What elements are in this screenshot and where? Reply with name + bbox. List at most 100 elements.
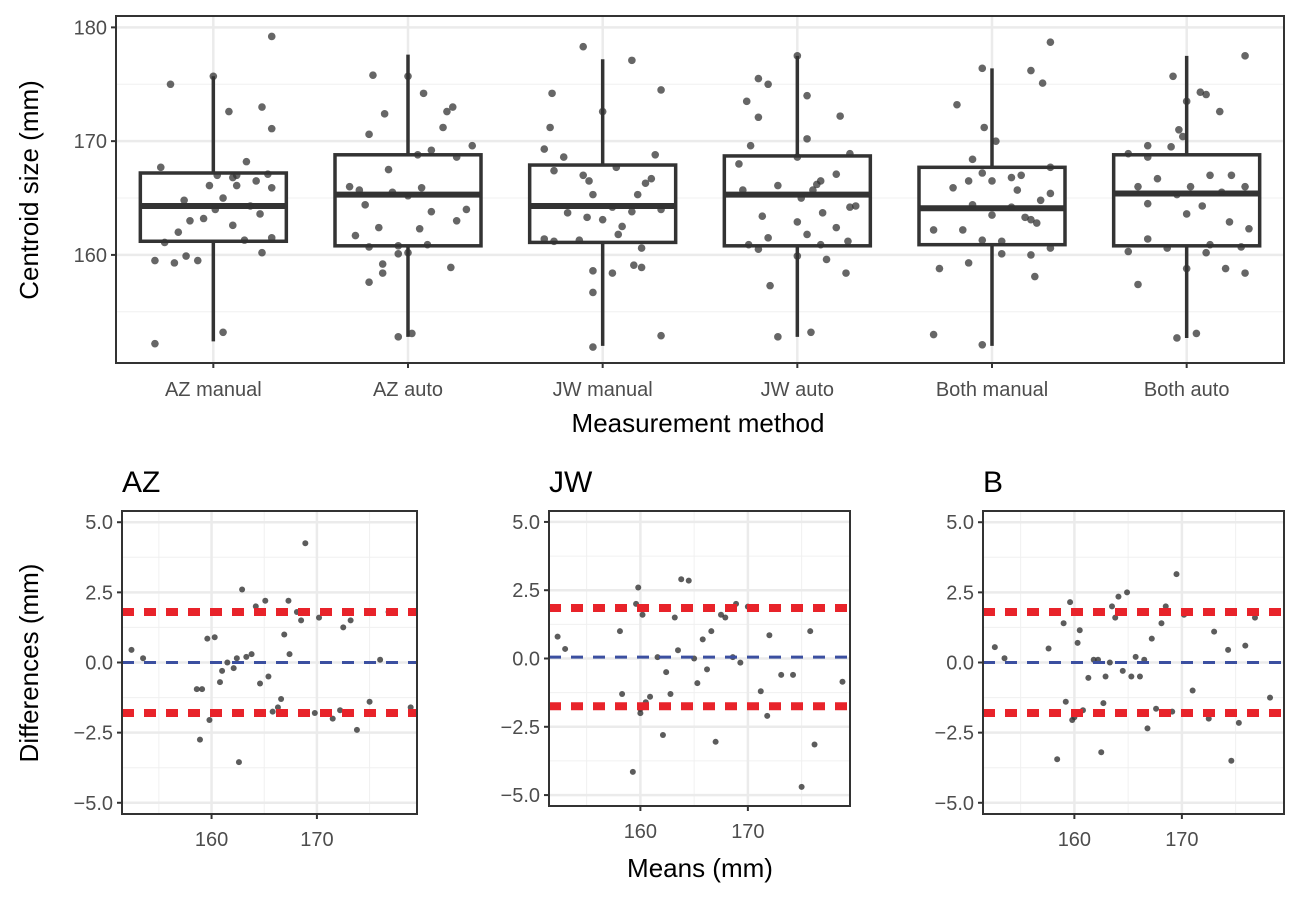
panel-az-point [281, 631, 288, 638]
boxplot-jitter-point [583, 213, 591, 222]
boxplot-jitter-point [219, 328, 227, 337]
boxplot-jitter-point [375, 223, 383, 232]
boxplot-jitter-point [427, 207, 436, 216]
panel-az-point [311, 710, 318, 716]
boxplot-jitter-point [170, 259, 179, 267]
boxplot-jitter-point [267, 124, 276, 133]
boxplot-jitter-point [1143, 199, 1152, 208]
boxplot-iqr-box [333, 153, 483, 248]
panel-jw-point [635, 584, 642, 591]
boxplot-jitter-point [174, 228, 183, 236]
panel-az-point [340, 624, 347, 631]
panel-jw-point [766, 632, 773, 639]
panel-b-point [1100, 700, 1107, 707]
boxplot-jitter-point [1017, 171, 1025, 180]
panel-az-point [199, 686, 206, 693]
boxplot-jitter-point [608, 203, 617, 211]
boxplot-jitter-point [232, 171, 241, 180]
panel-b-point [1062, 698, 1069, 705]
boxplot-jitter-point [365, 130, 373, 139]
panel-b-point [1158, 620, 1165, 627]
panel-b-point [1128, 673, 1135, 680]
boxplot-jitter-point [213, 171, 222, 180]
panel-jw-y-tick-label: −5.0 [501, 785, 540, 807]
panel-jw-point [737, 659, 744, 666]
boxplot-jitter-point [766, 281, 774, 290]
panel-az-point [140, 655, 147, 662]
boxplot-jitter-point [997, 249, 1006, 258]
boxplot-y-axis-label: Centroid size (mm) [14, 80, 44, 300]
boxplot-jitter-point [378, 260, 387, 268]
boxplot-jitter-point [369, 71, 377, 79]
boxplot-box-both-auto [1111, 55, 1262, 338]
boxplot-jitter-point [978, 64, 987, 73]
panel-jw-point [629, 768, 636, 775]
boxplot-jitter-point [548, 89, 556, 98]
boxplot-x-tick-label: JW auto [761, 379, 834, 401]
panel-az-point [278, 695, 285, 702]
boxplot-jitter-point [550, 166, 558, 175]
boxplot-jitter-point [378, 269, 387, 277]
panel-jw-point [811, 741, 818, 748]
panel-az-point [211, 634, 218, 641]
panel-az-point [298, 617, 305, 624]
boxplot-jitter-point [209, 72, 218, 81]
boxplot-jitter-point [949, 183, 957, 192]
boxplot-jitter-point [988, 211, 996, 219]
boxplot-jitter-point [550, 237, 558, 246]
boxplot-jitter-point [361, 201, 369, 209]
panel-az-point [337, 707, 344, 714]
boxplot-jitter-point [1202, 90, 1210, 99]
boxplot-jitter-point [193, 256, 202, 265]
boxplot-jitter-point [1046, 163, 1055, 172]
boxplot-jitter-point [618, 222, 626, 231]
panel-jw-point [798, 783, 805, 790]
boxplot-jitter-point [764, 80, 772, 89]
boxplot-jitter-point [1046, 189, 1055, 198]
panel-az-point [265, 673, 272, 680]
boxplot-jitter-point [384, 165, 393, 174]
panel-jw-point [718, 611, 724, 618]
boxplot-box-jw-auto [722, 55, 873, 337]
panel-jw-y-tick-label: 2.5 [512, 580, 540, 602]
panel-az-point [353, 726, 360, 733]
panel-az-point [262, 597, 269, 604]
boxplot-jitter-point [968, 201, 977, 209]
panel-jw-title: JW [549, 466, 593, 499]
panel-az-y-tick-label: −5.0 [74, 793, 113, 815]
boxplot-jitter-point [540, 145, 549, 153]
boxplot-jitter-point [1124, 149, 1133, 158]
boxplot-jitter-point [978, 169, 987, 177]
panel-az-point [196, 736, 203, 743]
boxplot-jitter-point [423, 240, 432, 249]
boxplot-jitter-point [267, 32, 276, 41]
panel-b-title: B [983, 466, 1003, 499]
boxplot-jitter-point [1013, 186, 1022, 194]
boxplot-jitter-point [1021, 213, 1029, 222]
boxplot-iqr-box [722, 154, 873, 248]
panel-b-point [1189, 687, 1196, 694]
boxplot-jitter-point [345, 182, 354, 191]
boxplot-jitter-point [1007, 203, 1016, 211]
panel-jw-point [639, 611, 646, 618]
panel-az-y-tick-label: 0.0 [85, 653, 113, 675]
panel-jw-point [675, 647, 681, 654]
panel-jw-point [562, 645, 569, 652]
boxplot-jitter-point [355, 186, 364, 194]
boxplot-jitter-point [182, 252, 190, 260]
panel-az-point [252, 603, 259, 610]
boxplot-jitter-point [803, 135, 811, 143]
boxplot-jitter-point [633, 190, 642, 199]
boxplot-jitter-point [803, 230, 811, 239]
boxplot-jitter-point [408, 329, 416, 338]
boxplot-jitter-point [1237, 243, 1245, 251]
panel-az-point [206, 717, 213, 724]
boxplot-jitter-point [978, 340, 987, 349]
boxplot-jitter-point [404, 191, 412, 200]
boxplot-jitter-point [742, 97, 751, 106]
means-x-axis-label: Means (mm) [627, 853, 773, 883]
panel-b-point [1228, 757, 1235, 764]
boxplot-jitter-point [156, 163, 165, 172]
panel-b-point [1106, 659, 1113, 666]
panel-b-point [1102, 673, 1109, 680]
